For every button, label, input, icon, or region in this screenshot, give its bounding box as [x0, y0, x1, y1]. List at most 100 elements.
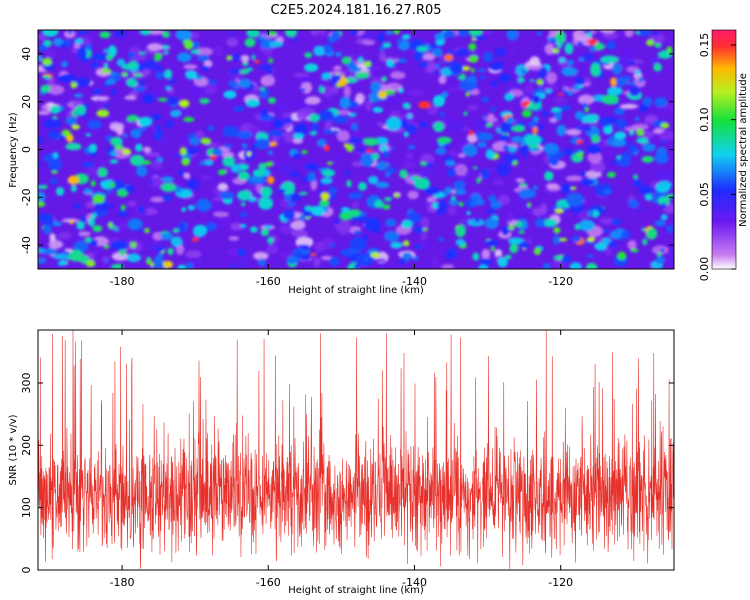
heatmap-cell — [479, 75, 486, 80]
heatmap-cell — [616, 118, 627, 130]
heatmap-cell — [156, 156, 164, 163]
heatmap-cell — [172, 228, 180, 234]
heatmap-cell — [606, 171, 617, 178]
heatmap-cell — [163, 51, 169, 55]
heatmap-cell — [175, 30, 192, 41]
heatmap-cell — [78, 234, 85, 242]
heatmap-cell — [466, 211, 471, 215]
chart-title: C2E5.2024.181.16.27.R05 — [270, 3, 441, 18]
heatmap-cell — [47, 84, 65, 95]
heatmap-cell — [533, 247, 541, 256]
heatmap-cell — [437, 200, 448, 213]
heatmap-cell — [67, 175, 79, 185]
heatmap-cell — [161, 44, 170, 50]
heatmap-cell — [600, 118, 610, 127]
heatmap-cell — [353, 105, 367, 111]
heatmap-cell — [505, 116, 515, 124]
heatmap-cell — [278, 252, 296, 258]
heatmap-cell — [331, 74, 339, 85]
heatmap-cell — [230, 222, 243, 231]
heatmap-cell — [221, 151, 235, 159]
colorbar-tick-label: 0.00 — [698, 257, 711, 282]
heatmap-cell — [627, 240, 637, 250]
heatmap-cell — [517, 77, 525, 83]
heatmap-cell — [111, 263, 124, 269]
heatmap-cell — [48, 159, 63, 171]
heatmap-cell — [87, 119, 102, 130]
heatmap-cell — [511, 125, 526, 133]
heatmap-cell — [347, 112, 357, 117]
heatmap-cell — [518, 188, 537, 199]
heatmap-cell — [433, 95, 445, 107]
heatmap-cell — [183, 172, 191, 179]
heatmap-cell — [357, 56, 364, 63]
heatmap-cell — [199, 161, 206, 166]
heatmap-cell — [200, 137, 212, 145]
heatmap-cell — [425, 162, 433, 167]
heatmap-cell — [47, 130, 61, 139]
heatmap-cell — [511, 135, 524, 143]
heatmap-cell — [585, 262, 598, 269]
heatmap-cell — [93, 248, 103, 255]
heatmap-cell — [407, 145, 416, 150]
heatmap-cell — [565, 192, 585, 207]
heatmap-cell — [178, 221, 187, 233]
heatmap-cell — [478, 132, 494, 141]
heatmap-cell — [170, 109, 181, 118]
heatmap-cell — [375, 181, 390, 189]
heatmap-cell — [241, 202, 246, 207]
heatmap-cell — [65, 142, 82, 151]
heatmap-cell — [74, 38, 84, 45]
heatmap-cell — [343, 85, 351, 98]
heatmap-cell — [312, 78, 329, 86]
heatmap-cell — [327, 186, 338, 195]
heatmap-cell — [321, 72, 332, 80]
heatmap-cell — [374, 199, 384, 209]
heatmap-cell — [448, 150, 458, 157]
heatmap-cell — [116, 58, 126, 67]
heatmap-cell — [644, 193, 653, 201]
heatmap-cell — [657, 196, 671, 206]
heatmap-cell — [138, 116, 153, 127]
heatmap-cell — [117, 210, 128, 218]
heatmap-cell — [555, 150, 565, 159]
heatmap-cell — [101, 68, 112, 74]
heatmap-cell — [384, 197, 392, 202]
heatmap-cell — [189, 85, 207, 97]
heatmap-cell — [107, 222, 113, 227]
heatmap-cell — [477, 68, 486, 73]
heatmap-cell — [348, 192, 364, 200]
heatmap-cell — [154, 262, 164, 269]
heatmap-cell — [483, 51, 494, 63]
heatmap-cell — [110, 89, 117, 95]
heatmap-cell — [321, 177, 333, 185]
heatmap-cell — [492, 179, 505, 186]
heatmap-cell — [73, 43, 81, 49]
x-tick-label: -140 — [402, 275, 427, 288]
heatmap-cell — [349, 237, 367, 251]
heatmap-cell — [341, 56, 351, 65]
heatmap-cell — [38, 110, 51, 115]
heatmap-cell — [474, 198, 485, 206]
heatmap-cell — [92, 88, 102, 95]
heatmap-cell — [584, 113, 599, 123]
heatmap-cell — [485, 149, 495, 160]
heatmap-cell — [307, 171, 317, 183]
heatmap-cell — [469, 199, 477, 208]
heatmap-cell — [355, 72, 370, 79]
heatmap-cell — [193, 224, 208, 237]
heatmap-cell — [385, 218, 397, 227]
heatmap-cell — [519, 241, 530, 249]
heatmap-cell — [244, 37, 256, 48]
heatmap-cell — [69, 219, 74, 225]
heatmap-cell — [560, 183, 572, 195]
heatmap-cell — [40, 84, 51, 93]
heatmap-cell — [603, 189, 612, 195]
heatmap-cell — [267, 176, 275, 185]
heatmap-cell — [471, 38, 477, 41]
heatmap-cell — [299, 191, 308, 196]
heatmap-cell — [355, 92, 365, 105]
heatmap-cell — [436, 136, 452, 144]
heatmap-cell — [455, 224, 466, 238]
heatmap-cell — [267, 236, 274, 245]
